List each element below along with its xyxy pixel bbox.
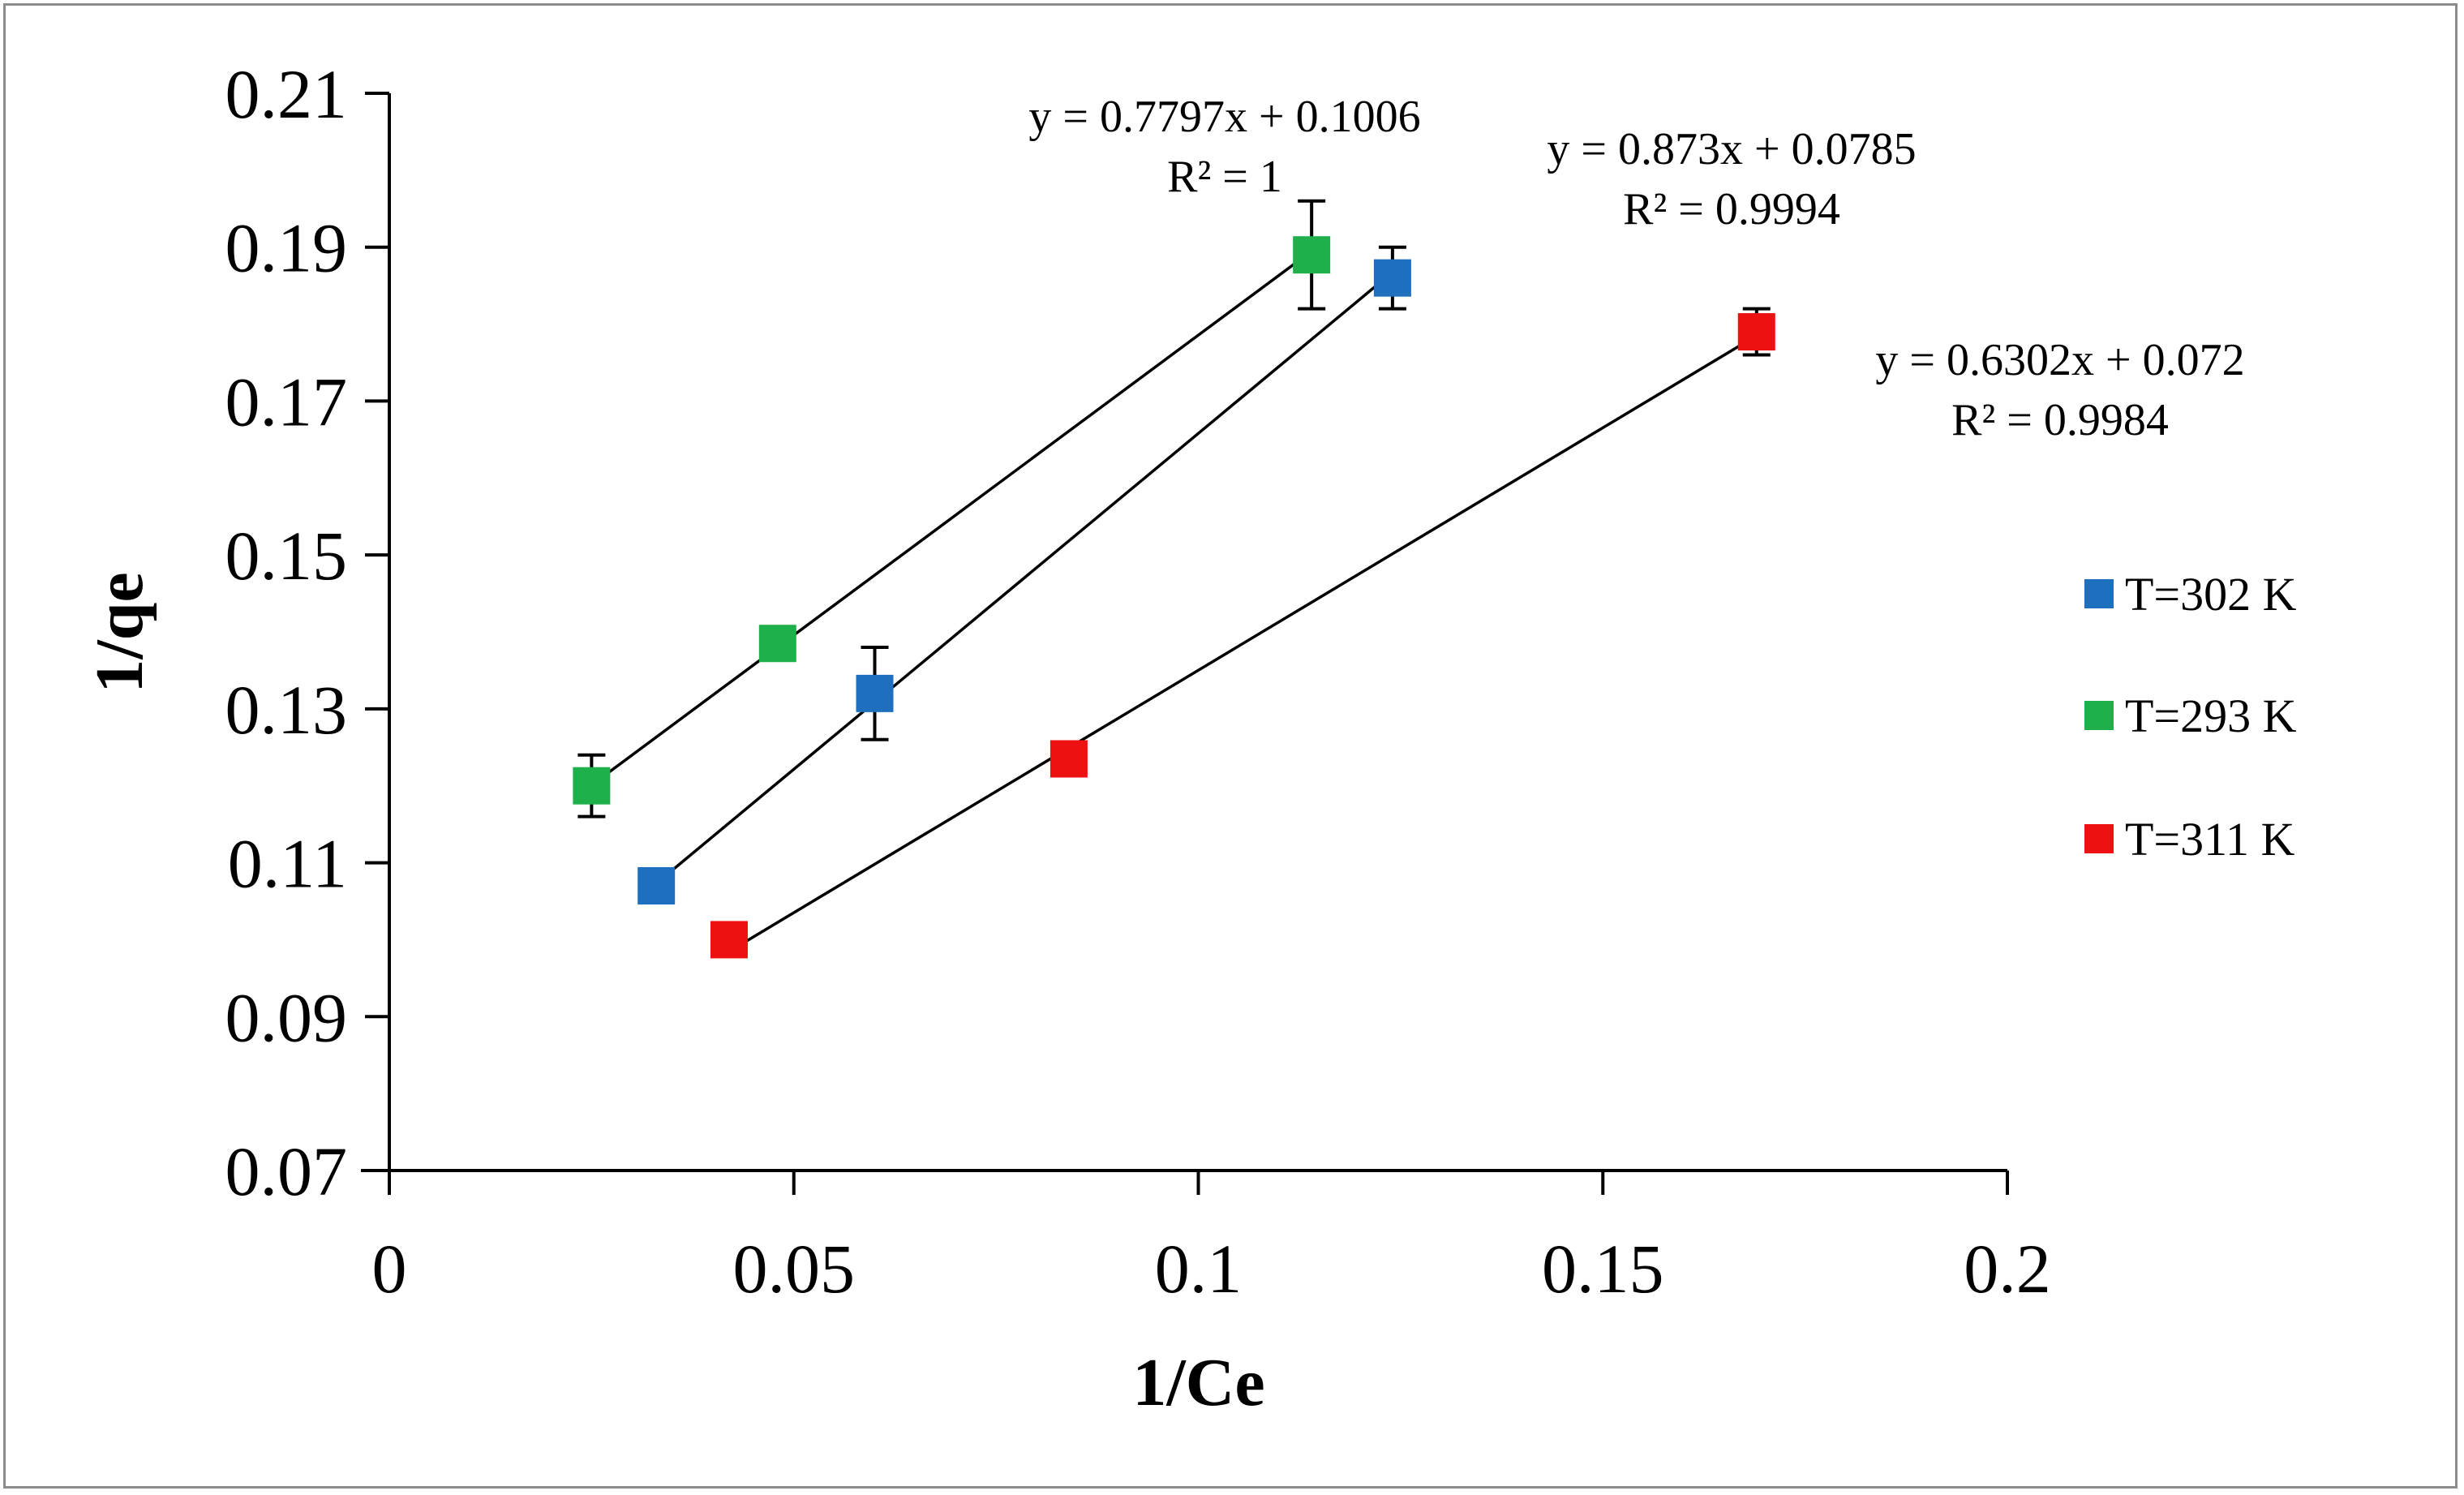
x-tick-label: 0.05 <box>733 1230 856 1308</box>
equation-t293: y = 0.7797x + 0.1006 <box>1028 92 1420 142</box>
y-tick-label: 0.19 <box>225 209 348 287</box>
data-markers <box>573 236 1775 959</box>
legend-item-t302[interactable]: T=302 K <box>2084 568 2297 621</box>
legend-swatch-t302 <box>2084 579 2114 608</box>
error-bars <box>577 199 1771 818</box>
legend-label-t311: T=311 K <box>2125 813 2294 866</box>
data-point-t-302-k-1[interactable] <box>637 867 676 905</box>
chart-frame <box>3 3 2458 1489</box>
y-tick-label: 0.21 <box>225 55 348 133</box>
y-tick-label: 0.11 <box>228 825 347 903</box>
x-tick-label: 0 <box>372 1230 407 1308</box>
legend-swatch-t311 <box>2084 824 2114 853</box>
y-tick-label: 0.13 <box>225 671 348 749</box>
y-tick-label: 0.15 <box>225 517 348 595</box>
data-point-t-302-k-2[interactable] <box>856 674 894 712</box>
x-tick-label: 0.15 <box>1542 1230 1664 1308</box>
legend-item-t311[interactable]: T=311 K <box>2084 813 2294 866</box>
legend-item-t293[interactable]: T=293 K <box>2084 690 2297 742</box>
data-point-t-311-k-3[interactable] <box>1737 313 1775 351</box>
equation-t302: y = 0.873x + 0.0785 <box>1547 124 1916 174</box>
r2-t311: R² = 0.9984 <box>1951 395 2169 445</box>
y-ticks: 0.07 0.09 0.11 0.13 0.15 0.17 0.19 0.21 <box>225 55 389 1210</box>
y-tick-label: 0.17 <box>225 363 348 440</box>
data-point-t-311-k-2[interactable] <box>1050 740 1088 778</box>
x-axis-title: 1/Ce <box>1132 1345 1264 1420</box>
data-point-t-293-k-1[interactable] <box>573 767 611 805</box>
x-tick-label: 0.2 <box>1964 1230 2051 1308</box>
trendline-t-293-k <box>590 250 1313 787</box>
legend-swatch-t293 <box>2084 701 2114 730</box>
legend: T=302 K T=293 K T=311 K <box>2084 568 2297 866</box>
trendline-t-302-k <box>655 271 1394 885</box>
r2-t302: R² = 0.9994 <box>1623 184 1840 234</box>
r2-t293: R² = 1 <box>1167 152 1282 202</box>
x-tick-label: 0.1 <box>1155 1230 1243 1308</box>
trendlines <box>590 250 1758 953</box>
y-tick-label: 0.09 <box>225 978 348 1056</box>
equation-t311: y = 0.6302x + 0.072 <box>1875 335 2244 385</box>
x-ticks: 0 0.05 0.1 0.15 0.2 <box>372 1171 2051 1308</box>
data-point-t-293-k-3[interactable] <box>1293 236 1331 274</box>
data-point-t-302-k-3[interactable] <box>1373 259 1411 297</box>
y-tick-label: 0.07 <box>225 1132 348 1210</box>
legend-label-t302: T=302 K <box>2125 568 2297 621</box>
data-point-t-293-k-2[interactable] <box>758 625 796 663</box>
y-axis-title: 1/qe <box>82 572 157 693</box>
data-point-t-311-k-1[interactable] <box>710 921 748 959</box>
legend-label-t293: T=293 K <box>2125 690 2297 742</box>
trendline-t-311-k <box>728 334 1758 953</box>
